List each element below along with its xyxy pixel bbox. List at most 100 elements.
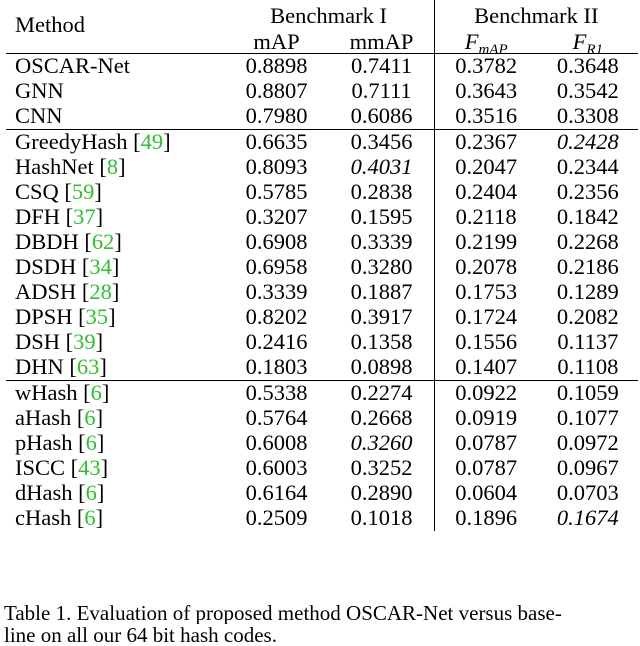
citation-link[interactable]: 49 — [140, 129, 164, 155]
method-name: ADSH — [15, 279, 77, 305]
b2-fr1-cell: 0.3648 — [537, 53, 638, 79]
b1-map-cell: 0.5338 — [223, 380, 330, 406]
b1-mmap-cell: 0.2274 — [329, 380, 435, 406]
citation-link[interactable]: 6 — [84, 405, 96, 431]
citation-link[interactable]: 63 — [76, 354, 100, 380]
b1-map-cell: 0.1803 — [245, 354, 308, 380]
b1-map-cell: 0.3207 — [245, 204, 308, 230]
citation-link[interactable]: 28 — [89, 279, 112, 305]
method-cell: ADSH [28] — [15, 279, 120, 305]
header-benchmark-2: Benchmark II — [474, 2, 599, 28]
method-name: DSDH — [15, 254, 77, 280]
method-cell: DBDH [62] — [15, 229, 122, 255]
b2-fmap-cell: 0.0922 — [434, 380, 538, 406]
citation-link[interactable]: 6 — [85, 480, 97, 506]
b1-map-cell: 0.6164 — [245, 480, 308, 506]
method-cell: CSQ [59] — [15, 179, 102, 205]
method-name: DSH — [15, 329, 61, 355]
method-name: GNN — [15, 78, 64, 104]
header-b2-fmap-base: F — [464, 28, 479, 54]
b2-fmap-cell: 0.2404 — [455, 179, 518, 205]
header-row-benchmarks: Method Benchmark I Benchmark II — [6, 0, 638, 36]
citation-link[interactable]: 35 — [85, 304, 109, 330]
table-row: OSCAR-Net 0.8898 0.7411 0.3782 0.3648 — [6, 53, 638, 79]
b2-fr1-cell: 0.2428 — [537, 129, 638, 155]
table-row: DBDH [62] 0.6908 0.3339 0.2199 0.2268 — [6, 230, 638, 255]
citation-link[interactable]: 39 — [73, 329, 96, 355]
method-name: aHash — [15, 405, 72, 431]
b2-fmap-cell: 0.0919 — [455, 405, 518, 431]
b1-mmap-cell: 0.2668 — [329, 406, 435, 431]
header-row-metrics: mAP mmAP FmAP FR1 — [6, 27, 638, 57]
b2-fmap-cell: 0.1724 — [455, 304, 518, 330]
citation-link[interactable]: 43 — [78, 455, 101, 481]
table-row: HashNet [8] 0.8093 0.4031 0.2047 0.2344 — [6, 155, 638, 180]
b2-fr1-cell: 0.0967 — [556, 455, 619, 481]
b1-mmap-cell: 0.3456 — [329, 129, 435, 155]
citation-link[interactable]: 6 — [90, 380, 102, 406]
method-cell: OSCAR-Net — [6, 53, 224, 79]
b2-fmap-cell: 0.2047 — [455, 154, 518, 180]
b2-fr1-cell: 0.3308 — [556, 103, 619, 129]
b1-map-cell: 0.6008 — [245, 430, 308, 456]
table-row: DSDH [34] 0.6958 0.3280 0.2078 0.2186 — [6, 255, 638, 280]
b1-mmap-cell: 0.6086 — [329, 104, 435, 130]
b2-fr1-cell: 0.1842 — [556, 204, 619, 230]
method-name: DPSH — [15, 304, 73, 330]
b1-mmap-cell: 0.1887 — [329, 280, 435, 305]
b1-mmap-cell: 0.2890 — [329, 481, 435, 506]
b1-map-cell: 0.6958 — [245, 254, 308, 280]
citation-link[interactable]: 6 — [84, 505, 96, 531]
table-row: CNN 0.7980 0.6086 0.3516 0.3308 — [6, 104, 638, 130]
b1-map-cell: 0.6908 — [245, 229, 308, 255]
b2-fr1-cell: 0.1137 — [557, 329, 619, 355]
citation-link[interactable]: 6 — [85, 430, 97, 456]
b2-fr1-cell: 0.1077 — [556, 405, 619, 431]
citation-link[interactable]: 8 — [106, 154, 119, 180]
citation-link[interactable]: 37 — [73, 204, 96, 230]
citation-link[interactable]: 34 — [89, 254, 112, 280]
b2-fmap-cell: 0.1753 — [455, 279, 518, 305]
b2-fmap-cell: 0.3643 — [455, 78, 518, 104]
method-name: cHash — [15, 505, 72, 531]
method-name: DHN — [15, 354, 64, 380]
method-name: wHash — [15, 380, 78, 406]
b1-map-cell: 0.8093 — [245, 154, 308, 180]
b2-fr1-cell: 0.2344 — [556, 154, 619, 180]
b1-map-cell: 0.7980 — [245, 103, 308, 129]
b1-mmap-cell: 0.3339 — [329, 230, 435, 255]
method-cell: DHN [63] — [15, 354, 107, 380]
header-b2-fr1: FR1 — [538, 27, 638, 57]
method-name: DFH — [15, 204, 61, 230]
method-cell: DFH [37] — [15, 204, 104, 230]
table-row: DSH [39] 0.2416 0.1358 0.1556 0.1137 — [6, 330, 638, 355]
method-name: OSCAR-Net — [15, 53, 131, 79]
header-method: Method — [15, 12, 85, 37]
citation-link[interactable]: 62 — [91, 229, 115, 255]
citation-link[interactable]: 59 — [71, 179, 95, 205]
results-table: Method Benchmark I Benchmark II mAP mmAP… — [6, 0, 638, 531]
b1-mmap-cell: 0.2838 — [329, 180, 435, 205]
b1-mmap-cell: 0.7411 — [329, 53, 435, 79]
b1-mmap-cell: 0.1595 — [329, 205, 435, 230]
b2-fr1-cell: 0.2268 — [556, 229, 619, 255]
b1-mmap-cell: 0.7111 — [329, 79, 435, 104]
b1-map-cell: 0.8202 — [245, 304, 308, 330]
b2-fr1-cell: 0.2356 — [556, 179, 619, 205]
b2-fr1-cell: 0.1059 — [537, 380, 638, 406]
table-row: ISCC [43] 0.6003 0.3252 0.0787 0.0967 — [6, 456, 638, 481]
b1-mmap-cell: 0.3917 — [329, 305, 435, 330]
b2-fmap-cell: 0.1407 — [455, 354, 518, 380]
b2-fr1-cell: 0.0972 — [556, 430, 619, 456]
table-caption-line-2: line on all our 64 bit hash codes. — [4, 625, 277, 646]
b1-map-cell: 0.3339 — [245, 279, 308, 305]
b2-fmap-cell: 0.1556 — [455, 329, 518, 355]
b1-mmap-cell: 0.4031 — [329, 155, 435, 180]
b1-mmap-cell: 0.1358 — [329, 330, 435, 355]
table-row: DHN [63] 0.1803 0.0898 0.1407 0.1108 — [6, 355, 638, 381]
method-name: DBDH — [15, 229, 79, 255]
table-row: ADSH [28] 0.3339 0.1887 0.1753 0.1289 — [6, 280, 638, 305]
b2-fr1-cell: 0.1108 — [557, 354, 619, 380]
method-cell: DPSH [35] — [15, 304, 116, 330]
table-row: DPSH [35] 0.8202 0.3917 0.1724 0.2082 — [6, 305, 638, 330]
